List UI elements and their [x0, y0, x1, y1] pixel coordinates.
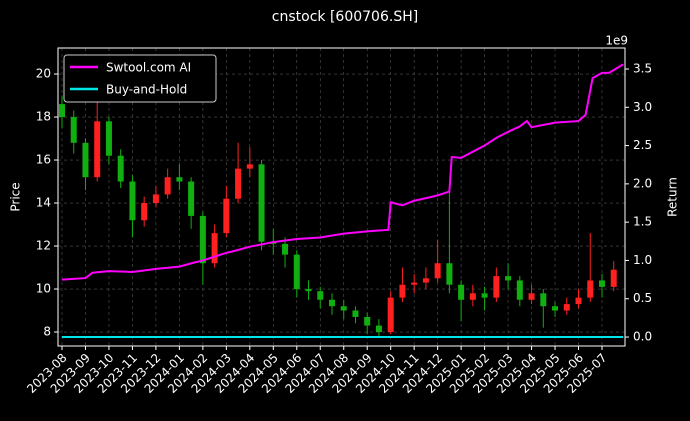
candle-body	[94, 121, 101, 178]
candle-body	[516, 280, 523, 300]
candle-body	[610, 269, 617, 287]
candle-body	[493, 276, 500, 298]
candle-body	[152, 194, 159, 204]
candle-body	[305, 289, 312, 292]
legend-label: Buy-and-Hold	[106, 83, 187, 97]
y2-tick-label: 3.5	[633, 61, 652, 75]
plot-frame	[57, 47, 626, 347]
candle-body	[598, 280, 605, 287]
y2-tick-label: 3.0	[633, 100, 652, 114]
candle-body	[223, 198, 230, 234]
candle-body	[458, 284, 465, 300]
chart-title: cnstock [600706.SH]	[272, 9, 418, 25]
y2-tick-label: 0.0	[633, 330, 652, 344]
y2-tick-label: 1.0	[633, 253, 652, 267]
candle-body	[117, 155, 124, 182]
candle-body	[469, 293, 476, 300]
y2-tick-label: 0.5	[633, 291, 652, 305]
candle-body	[399, 284, 406, 298]
candle-body	[188, 181, 195, 216]
candle-body	[105, 121, 112, 156]
candle-body	[235, 168, 242, 199]
candle-body	[364, 316, 371, 326]
candle-body	[352, 310, 359, 317]
legend-label: Swtool.com AI	[106, 61, 191, 75]
legend-box	[63, 54, 217, 103]
candle-body	[552, 306, 559, 311]
y2-axis-label: Return	[666, 177, 680, 217]
candle-body	[411, 282, 418, 285]
candle-body	[575, 297, 582, 305]
y-tick-label: 20	[36, 67, 51, 81]
y-tick-label: 8	[43, 325, 51, 339]
candle-body	[82, 142, 89, 178]
candle-body	[58, 104, 65, 118]
candle-body	[199, 215, 206, 264]
candle-body	[129, 181, 136, 221]
candle-body	[176, 177, 183, 182]
candle-body	[70, 117, 77, 143]
y-tick-label: 12	[36, 239, 51, 253]
candle-body	[317, 291, 324, 300]
y2-offset-label: 1e9	[605, 34, 628, 48]
y-tick-label: 10	[36, 282, 51, 296]
candle-body	[375, 325, 382, 333]
candle-body	[246, 164, 253, 169]
y-tick-label: 16	[36, 153, 51, 167]
y2-tick-label: 1.5	[633, 215, 652, 229]
candle-body	[282, 243, 289, 255]
candle-body	[505, 276, 512, 281]
y-tick-label: 14	[36, 196, 51, 210]
candle-body	[434, 263, 441, 279]
candle-body	[446, 263, 453, 285]
candle-body	[587, 280, 594, 298]
y-axis-label: Price	[9, 182, 23, 211]
candle-body	[258, 164, 265, 242]
legend: Swtool.com AI Buy-and-Hold	[63, 54, 217, 103]
candle-body	[540, 293, 547, 307]
candle-body	[481, 293, 488, 298]
candle-body	[528, 293, 535, 300]
y2-tick-label: 2.0	[633, 176, 652, 190]
y-tick-label: 18	[36, 110, 51, 124]
candle-body	[293, 254, 300, 290]
candle-body	[328, 299, 335, 307]
candle-body	[211, 233, 218, 264]
candle-body	[387, 297, 394, 333]
candle-body	[164, 177, 171, 195]
candle-body	[340, 306, 347, 311]
candle-body	[422, 278, 429, 283]
candle-body	[141, 203, 148, 221]
y2-tick-label: 2.5	[633, 138, 652, 152]
candle-body	[563, 304, 570, 311]
line-series	[61, 63, 624, 281]
